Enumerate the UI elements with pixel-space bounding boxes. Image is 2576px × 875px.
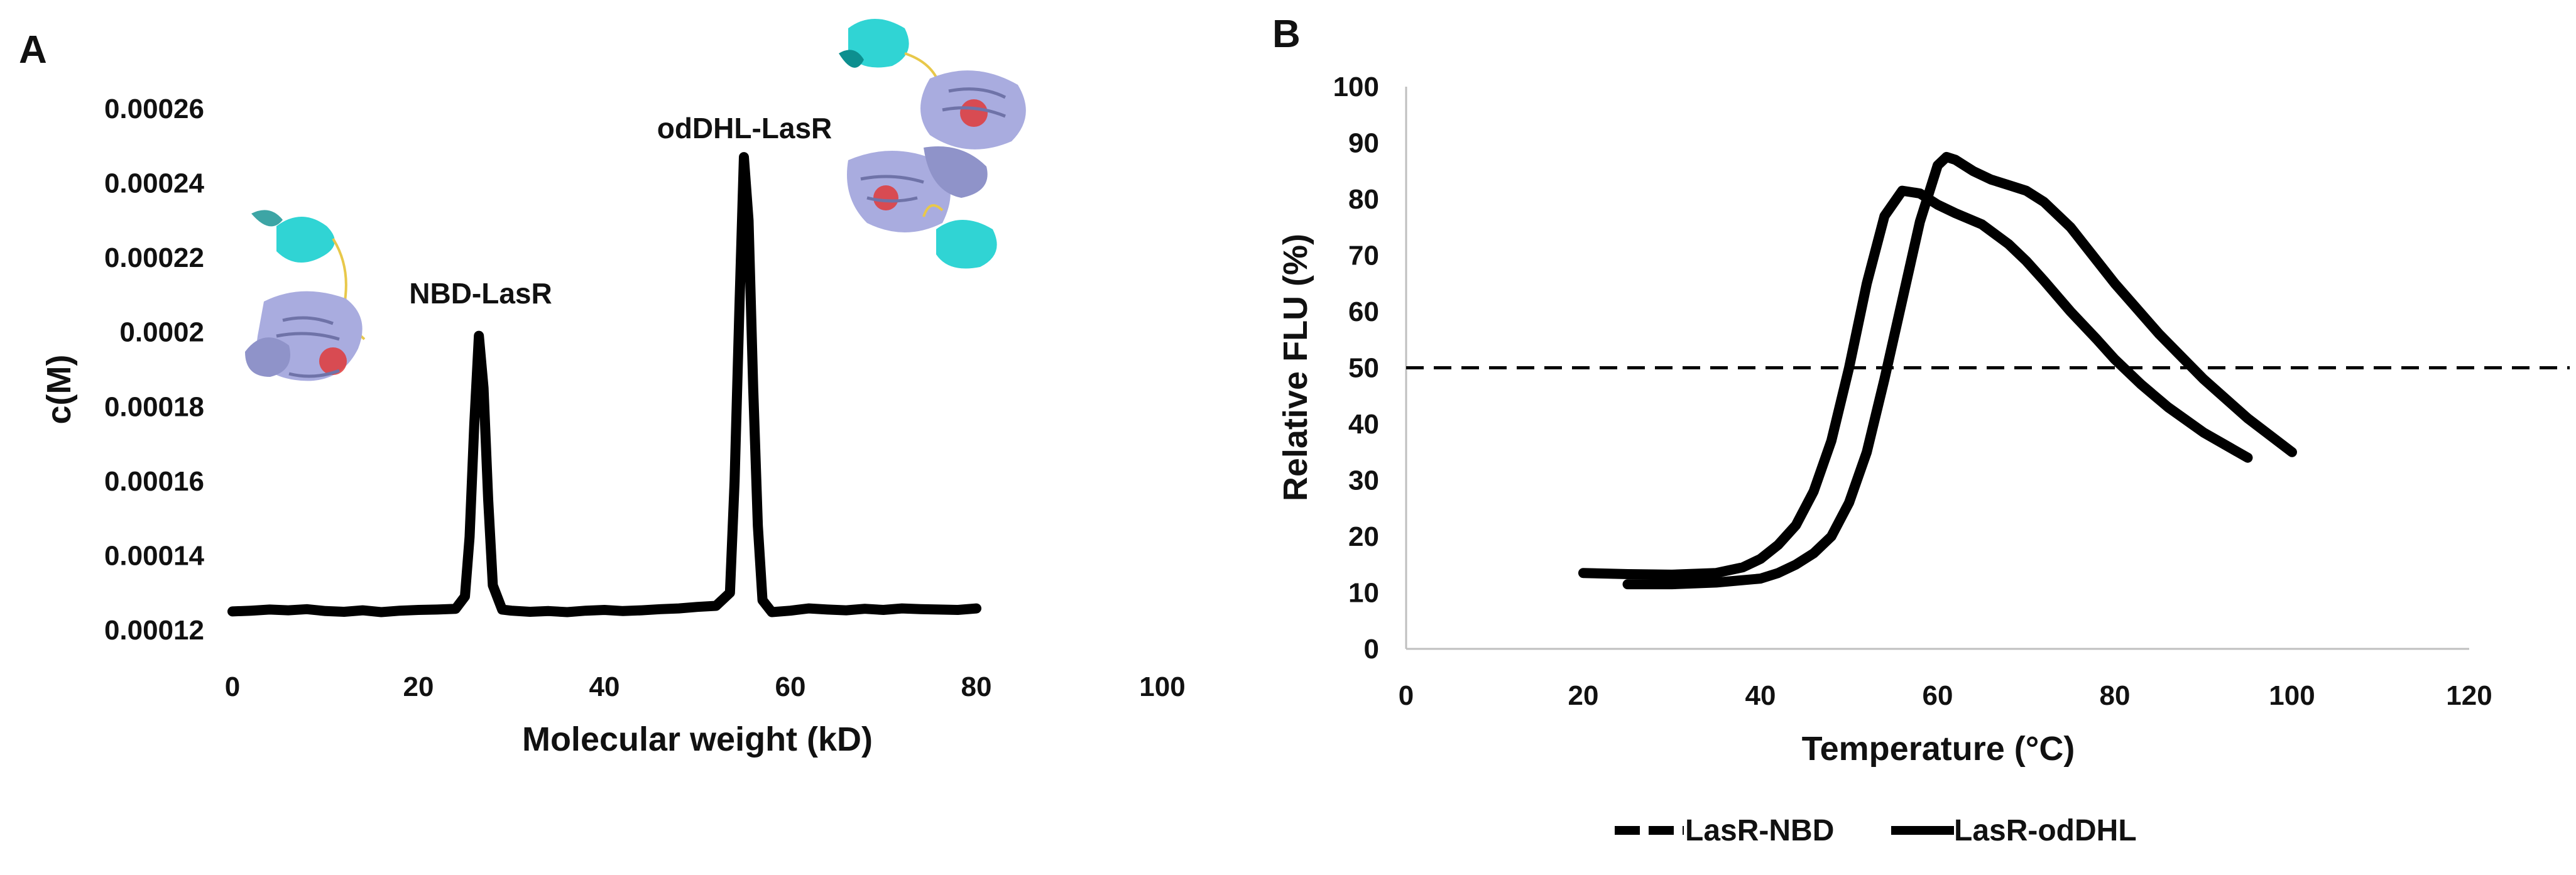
panel-a-x-tick-label: 40 (589, 671, 620, 702)
panel-b-y-tick-labels: 0 10 20 30 40 50 60 70 80 90 100 (1333, 72, 1379, 665)
annotation-oddhl-lasr: odDHL-LasR (657, 112, 832, 144)
panel-b-y-tick-label: 60 (1348, 296, 1379, 327)
panel-label-b: B (1272, 13, 1301, 56)
panel-a-x-tick-label: 20 (403, 671, 434, 702)
panel-b-x-tick-label: 100 (2269, 680, 2315, 711)
oddhl-lasr-structure-image (839, 19, 1026, 269)
panel-b-y-tick-label: 10 (1348, 578, 1379, 609)
panel-b-y-tick-label: 30 (1348, 465, 1379, 496)
panel-b-x-tick-label: 60 (1923, 680, 1953, 711)
series-line-lasr-nbd (1578, 185, 2253, 580)
panel-label-a: A (19, 28, 47, 72)
panel-a-x-tick-label: 100 (1139, 671, 1185, 702)
panel-b-y-axis-title: Relative FLU (%) (1277, 234, 1314, 501)
panel-a-y-axis-title: c(M) (40, 355, 78, 425)
panel-b-x-tick-label: 40 (1745, 680, 1776, 711)
panel-b-x-axis-title: Temperature (°C) (1802, 730, 2075, 768)
panel-b-x-tick-label: 20 (1568, 680, 1599, 711)
panel-b-x-tick-label: 0 (1399, 680, 1414, 711)
panel-b-x-tick-label: 80 (2100, 680, 2131, 711)
panel-b-y-tick-label: 0 (1364, 634, 1379, 665)
panel-a-x-tick-label: 0 (225, 671, 240, 702)
legend-label-lasr-nbd: LasR-NBD (1685, 814, 1834, 847)
panel-b-y-tick-label: 50 (1348, 353, 1379, 384)
series-line-lasr-oddhl (1622, 151, 2297, 590)
panel-b-y-tick-label: 100 (1333, 72, 1379, 102)
panel-a-x-tick-labels: 0 20 40 60 80 100 (225, 671, 1186, 702)
panel-b-y-tick-label: 80 (1348, 184, 1379, 215)
nbd-lasr-structure-image (245, 210, 366, 381)
panel-a-series-line (227, 152, 981, 617)
panel-a-y-tick-label: 0.00014 (104, 540, 205, 571)
panel-a-x-tick-label: 80 (961, 671, 992, 702)
panel-a-y-tick-label: 0.00012 (104, 615, 204, 646)
panel-a-y-tick-label: 0.0002 (119, 317, 204, 348)
panel-b-x-tick-label: 120 (2446, 680, 2492, 711)
panel-a-y-tick-label: 0.00024 (104, 168, 205, 199)
panel-b: B Relative FLU (%) Temperature (°C) 0 10 2… (1272, 13, 2570, 847)
panel-b-x-tick-labels: 0 20 40 60 80 100 120 (1399, 680, 2492, 711)
panel-a-y-tick-label: 0.00016 (104, 466, 204, 497)
panel-b-legend: LasR-NBD LasR-odDHL (1615, 814, 2137, 847)
panel-b-y-tick-label: 20 (1348, 521, 1379, 552)
panel-b-y-tick-label: 70 (1348, 241, 1379, 271)
panel-a: A c(M) Molecular weight (kD) 0.000120.00… (19, 19, 1186, 758)
panel-b-y-tick-label: 90 (1348, 128, 1379, 159)
legend-label-lasr-oddhl: LasR-odDHL (1954, 814, 2137, 847)
panel-a-x-tick-label: 60 (775, 671, 806, 702)
panel-a-y-tick-label: 0.00022 (104, 242, 204, 273)
panel-b-y-tick-label: 40 (1348, 409, 1379, 440)
panel-a-y-tick-labels: 0.00012 0.00014 0.00016 0.00018 0.0002 0.0002… (104, 94, 205, 646)
panel-a-y-tick-label: 0.00026 (104, 94, 204, 124)
panel-a-x-axis-title: Molecular weight (kD) (522, 720, 873, 758)
annotation-nbd-lasr: NBD-LasR (409, 277, 552, 310)
panel-a-y-tick-label: 0.00018 (104, 391, 204, 422)
